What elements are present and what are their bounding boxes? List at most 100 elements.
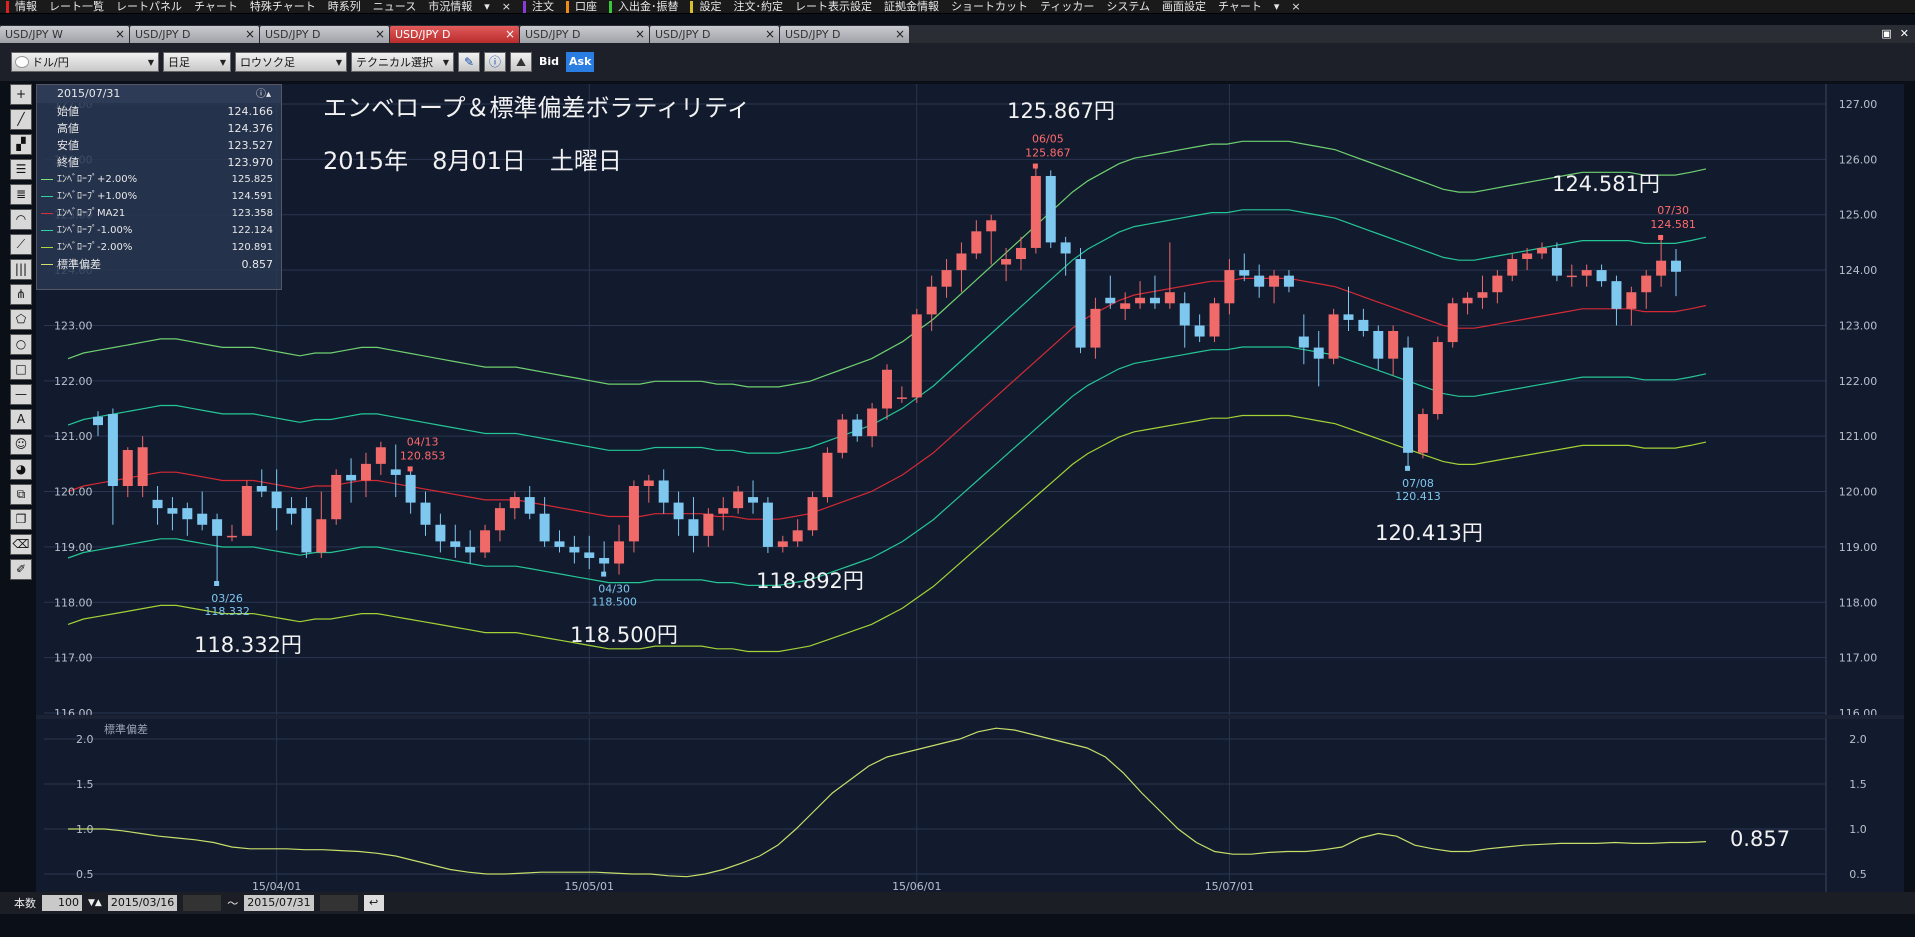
candle-body <box>733 491 744 509</box>
pentagon-icon[interactable]: ⬠ <box>10 309 32 330</box>
menu-margin-info[interactable]: 証拠金情報 <box>883 0 939 13</box>
stdev-tick-label-left: 0.5 <box>76 868 94 881</box>
panel-collapse-icon[interactable]: ⓘ▴ <box>255 89 271 100</box>
date-to-input[interactable]: 2015/07/31 <box>244 895 314 911</box>
tab-close-icon[interactable]: × <box>244 27 255 41</box>
paint-icon[interactable]: ◕ <box>10 459 32 480</box>
brush-icon[interactable]: ✐ <box>10 559 32 580</box>
menu-deposit[interactable]: 入出金･振替 <box>617 0 679 13</box>
candle-body <box>241 486 252 536</box>
technical-select[interactable]: テクニカル選択 <box>351 52 454 73</box>
info-label: 標準偏差 <box>57 258 101 271</box>
time-from-input[interactable] <box>183 895 222 911</box>
candle-body <box>1075 259 1086 348</box>
price-tick-label-left: 121.00 <box>54 430 93 443</box>
tab-usdjpy-d-6[interactable]: USD/JPY D × <box>780 26 909 43</box>
count-stepper-icon[interactable]: ▼▲ <box>88 898 102 908</box>
copy-icon[interactable]: ⧉ <box>10 484 32 505</box>
window-close-icon[interactable]: ✕ <box>1899 27 1909 40</box>
horizontal-lines-icon[interactable]: ☰ <box>10 159 32 180</box>
draw-pencil-button[interactable]: ✎ <box>458 52 480 72</box>
menu-info[interactable]: 情報 <box>15 0 37 13</box>
candle-body <box>882 369 892 409</box>
tab-close-icon[interactable]: × <box>764 27 775 41</box>
trendline-icon[interactable]: ╱ <box>10 109 32 130</box>
fan-icon[interactable]: ⟋ <box>10 234 32 255</box>
ruler-icon[interactable]: ▞ <box>10 134 32 155</box>
pitchfork-icon[interactable]: ⋔ <box>10 284 32 305</box>
ask-toggle[interactable]: Ask <box>566 52 595 72</box>
menu-ticker[interactable]: ティッカー <box>1039 0 1095 13</box>
menu-market-info[interactable]: 市況情報 <box>428 0 473 13</box>
fibonacci-icon[interactable]: ≣ <box>10 184 32 205</box>
menu-system[interactable]: システム <box>1106 0 1150 13</box>
tab-usdjpy-d-active[interactable]: USD/JPY D × <box>390 26 519 43</box>
menu-close-icon[interactable]: × <box>501 0 511 13</box>
menu-chart-2[interactable]: チャート <box>1218 0 1262 13</box>
tab-usdjpy-d-2[interactable]: USD/JPY D × <box>260 26 389 43</box>
panel-divider[interactable] <box>36 715 1904 719</box>
hline-icon[interactable]: — <box>10 384 32 405</box>
currency-select[interactable]: ドル/円 <box>11 52 159 73</box>
tab-usdjpy-d-4[interactable]: USD/JPY D × <box>520 26 649 43</box>
mountain-chart-button[interactable]: ⛰ <box>510 52 532 72</box>
date-from-input[interactable]: 2015/03/16 <box>107 895 178 911</box>
tab-usdjpy-w[interactable]: USD/JPY W × <box>0 26 129 43</box>
menu-screen-settings[interactable]: 画面設定 <box>1162 0 1206 13</box>
tab-close-icon[interactable]: × <box>504 27 515 41</box>
tab-usdjpy-d-5[interactable]: USD/JPY D × <box>650 26 779 43</box>
annotation-date: 07/08 <box>1402 477 1434 490</box>
text-icon[interactable]: A <box>10 409 32 430</box>
menu-settings[interactable]: 設定 <box>699 0 722 13</box>
menu-news[interactable]: ニュース <box>372 0 417 13</box>
info-date-row: 2015/07/31 ⓘ▴ <box>37 85 281 103</box>
tab-usdjpy-d-1[interactable]: USD/JPY D × <box>130 26 259 43</box>
menu-special-chart[interactable]: 特殊チャート <box>249 0 316 13</box>
time-to-input[interactable] <box>319 895 358 911</box>
tab-close-icon[interactable]: × <box>374 27 385 41</box>
menu-rate-panel[interactable]: レートパネル <box>116 0 182 13</box>
menu-shortcut[interactable]: ショートカット <box>950 0 1028 13</box>
menu-timeseries[interactable]: 時系列 <box>327 0 361 13</box>
chart-background <box>36 84 1904 892</box>
ohlc-info-panel: 2015/07/31 ⓘ▴ 始値 124.166 高値 124.376 安値 123.52… <box>36 84 282 290</box>
bid-toggle[interactable]: Bid <box>539 55 560 68</box>
crosshair-icon[interactable]: + <box>10 84 32 105</box>
price-tick-label: 119.00 <box>1839 541 1878 554</box>
candle-body <box>1492 275 1503 293</box>
refresh-button[interactable]: ↩ <box>363 895 384 911</box>
candle-body <box>1269 275 1280 287</box>
date-tick-label: 15/05/01 <box>565 880 614 892</box>
paste-icon[interactable]: ❐ <box>10 509 32 530</box>
menu-dropdown-icon[interactable]: ▾ <box>1273 0 1280 13</box>
chart-type-select[interactable]: ロウソク足 <box>235 52 347 73</box>
timeframe-select[interactable]: 日足 <box>163 52 231 73</box>
info-row: 始値 124.166 <box>37 103 281 120</box>
menu-close-icon[interactable]: × <box>1291 0 1301 13</box>
circle-icon[interactable]: ○ <box>10 334 32 355</box>
menu-rate-display[interactable]: レート表示設定 <box>794 0 872 13</box>
candle-body <box>971 231 982 254</box>
tab-close-icon[interactable]: × <box>114 27 125 41</box>
menu-rate-list[interactable]: レート一覧 <box>49 0 104 13</box>
tab-close-icon[interactable]: × <box>634 27 645 41</box>
menu-chart[interactable]: チャート <box>194 0 238 13</box>
tab-close-icon[interactable]: × <box>894 27 905 41</box>
maximize-icon[interactable]: ▣ <box>1881 27 1892 40</box>
menu-order-exec[interactable]: 注文･約定 <box>733 0 783 13</box>
legend-line-icon <box>41 213 53 214</box>
menu-dropdown-icon[interactable]: ▾ <box>484 0 490 13</box>
overlay-label: 118.332円 <box>194 633 302 657</box>
arc-icon[interactable]: ◠ <box>10 209 32 230</box>
price-chart[interactable]: 127.00127.00126.00126.00125.00125.00124.… <box>36 84 1904 892</box>
price-tick-label: 126.00 <box>1839 153 1878 166</box>
info-button[interactable]: ⓘ <box>484 52 506 72</box>
menu-order[interactable]: 注文 <box>531 0 554 13</box>
candle-body <box>1313 347 1324 359</box>
eraser-icon[interactable]: ⌫ <box>10 534 32 555</box>
menu-account[interactable]: 口座 <box>574 0 597 13</box>
emoji-icon[interactable]: ☺ <box>10 434 32 455</box>
vertical-lines-icon[interactable]: ||| <box>10 259 32 280</box>
rectangle-icon[interactable]: □ <box>10 359 32 380</box>
count-input[interactable]: 100 <box>42 895 82 911</box>
